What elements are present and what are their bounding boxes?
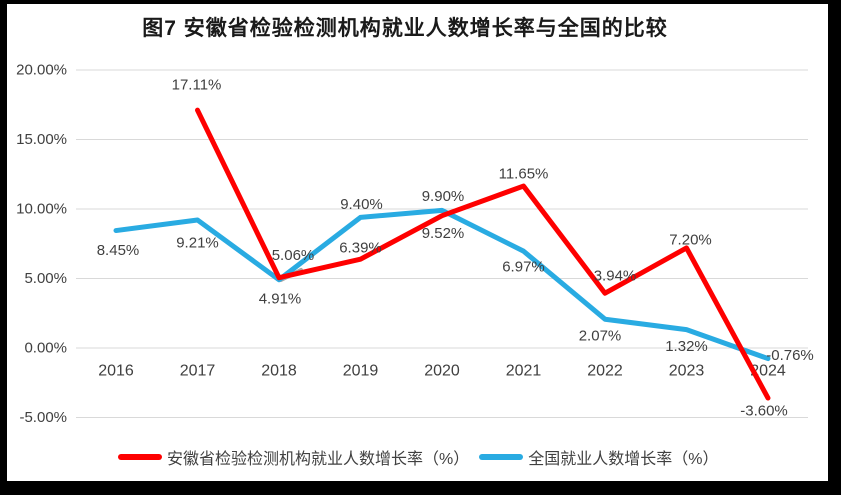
data-label-national: 9.21% xyxy=(176,234,219,251)
series-line-national xyxy=(113,207,771,362)
data-label-national: 4.91% xyxy=(259,290,302,307)
red-line-swatch-icon xyxy=(118,454,162,460)
legend-label-national: 全国就业人数增长率（%） xyxy=(528,451,719,468)
data-label-national: -0.76% xyxy=(766,347,814,364)
data-label-anhui: 5.06% xyxy=(272,247,315,264)
data-label-anhui: 3.94% xyxy=(594,268,637,285)
x-axis-tick-label: 2020 xyxy=(424,363,460,380)
data-label-anhui: 11.65% xyxy=(499,166,549,183)
legend: 安徽省检验检测机构就业人数增长率（%） 全国就业人数增长率（%） xyxy=(118,446,718,468)
data-label-anhui: 9.52% xyxy=(422,225,465,242)
chart-canvas xyxy=(7,4,828,481)
series-line-anhui xyxy=(195,107,771,401)
data-label-anhui: 7.20% xyxy=(669,231,712,248)
data-label-national: 9.40% xyxy=(340,196,383,213)
x-axis-tick-label: 2018 xyxy=(261,363,297,380)
data-label-national: 1.32% xyxy=(665,338,708,355)
chart-title: 图7 安徽省检验检测机构就业人数增长率与全国的比较 xyxy=(142,17,668,40)
data-label-national: 6.97% xyxy=(502,259,545,276)
legend-item-national: 全国就业人数增长率（%） xyxy=(479,445,718,469)
data-label-anhui: -3.60% xyxy=(740,403,788,420)
x-axis-tick-label: 2024 xyxy=(750,363,786,380)
y-axis-tick-label: 10.00% xyxy=(16,201,67,218)
y-axis-tick-label: 15.00% xyxy=(16,131,67,148)
x-axis-tick-label: 2019 xyxy=(343,363,379,380)
blue-line-swatch-icon xyxy=(479,454,524,460)
y-axis-tick-label: -5.00% xyxy=(19,409,67,426)
x-axis-tick-label: 2022 xyxy=(587,363,623,380)
x-axis-tick-label: 2023 xyxy=(669,363,705,380)
y-axis-tick-label: 5.00% xyxy=(24,270,67,287)
legend-item-anhui: 安徽省检验检测机构就业人数增长率（%） xyxy=(118,445,469,469)
data-label-national: 9.90% xyxy=(422,188,465,205)
data-label-anhui: 17.11% xyxy=(172,77,222,94)
x-axis-tick-label: 2021 xyxy=(506,363,542,380)
y-axis-tick-label: 20.00% xyxy=(16,62,67,79)
y-axis-tick-label: 0.00% xyxy=(24,340,67,357)
legend-label-anhui: 安徽省检验检测机构就业人数增长率（%） xyxy=(167,451,470,468)
x-axis-tick-label: 2016 xyxy=(98,363,134,380)
data-label-national: 2.07% xyxy=(579,328,622,345)
data-label-national: 8.45% xyxy=(97,242,140,259)
x-axis-tick-label: 2017 xyxy=(180,363,216,380)
data-label-anhui: 6.39% xyxy=(339,240,382,257)
